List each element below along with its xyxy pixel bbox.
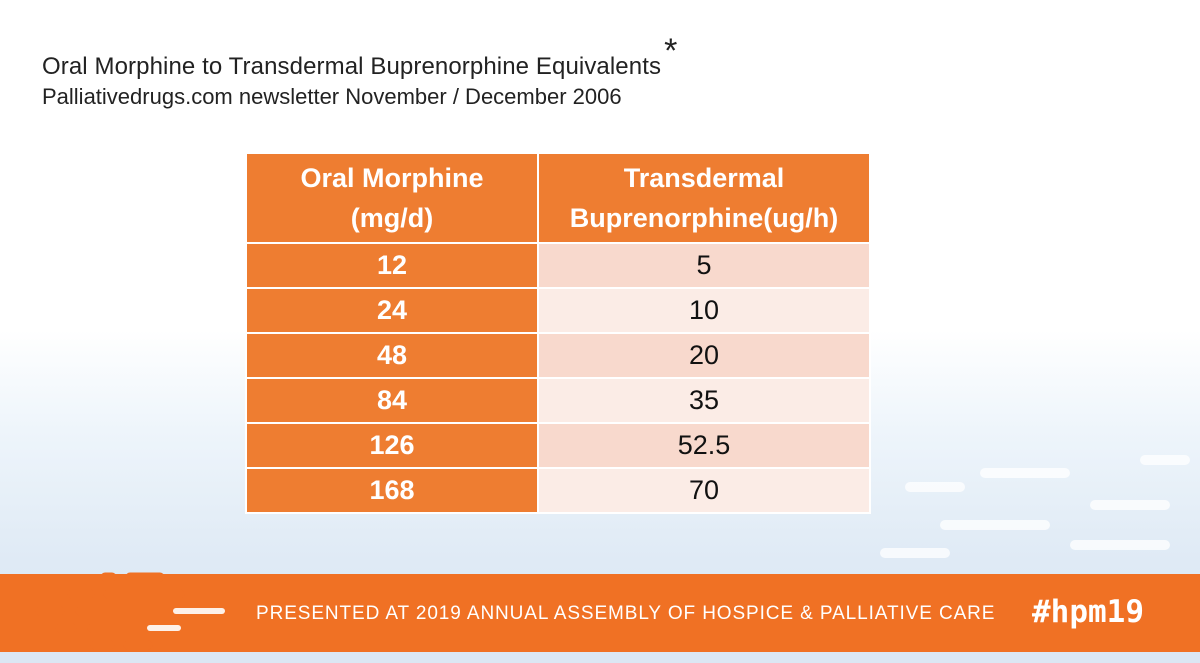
buprenorphine-cell: 70 [537,467,871,514]
title-asterisk: * [664,32,678,70]
header-oral-morphine-line2: (mg/d) [350,203,434,233]
morphine-cell: 48 [245,332,539,379]
background-dash [1140,455,1190,465]
header-transdermal-line2: Buprenorphine(ug/h) [569,203,839,233]
buprenorphine-cell: 10 [537,287,871,334]
table-row: 24 10 [245,287,871,334]
equivalence-table: Oral Morphine (mg/d) Transdermal Bupreno… [245,152,871,514]
background-dash [905,482,965,492]
footer-text: PRESENTED AT 2019 ANNUAL ASSEMBLY OF HOS… [256,603,996,624]
buprenorphine-cell: 52.5 [537,422,871,469]
header-transdermal-buprenorphine: Transdermal Buprenorphine(ug/h) [537,152,871,244]
table-row: 12 5 [245,242,871,289]
morphine-cell: 12 [245,242,539,289]
table-header-row: Oral Morphine (mg/d) Transdermal Bupreno… [245,152,871,244]
buprenorphine-cell: 5 [537,242,871,289]
morphine-cell: 24 [245,287,539,334]
header-transdermal-line1: Transdermal [623,163,785,193]
buprenorphine-cell: 35 [537,377,871,424]
background-dash [1090,500,1170,510]
header-oral-morphine: Oral Morphine (mg/d) [245,152,539,244]
slide-title: Oral Morphine to Transdermal Buprenorphi… [42,32,677,83]
table-row: 84 35 [245,377,871,424]
slide-subtitle: Palliativedrugs.com newsletter November … [42,84,622,109]
table-row: 168 70 [245,467,871,514]
table-row: 48 20 [245,332,871,379]
background-dash [980,468,1070,478]
header-oral-morphine-line1: Oral Morphine [300,163,484,193]
table-row: 126 52.5 [245,422,871,469]
morphine-cell: 168 [245,467,539,514]
morphine-cell: 84 [245,377,539,424]
orange-dash-lines-icon [35,572,225,650]
buprenorphine-cell: 20 [537,332,871,379]
slide-title-text: Oral Morphine to Transdermal Buprenorphi… [42,53,662,80]
footer-hashtag: #hpm19 [1032,594,1144,630]
morphine-cell: 126 [245,422,539,469]
background-dash [880,548,950,558]
background-dash [1070,540,1170,550]
background-dash [940,520,1050,530]
